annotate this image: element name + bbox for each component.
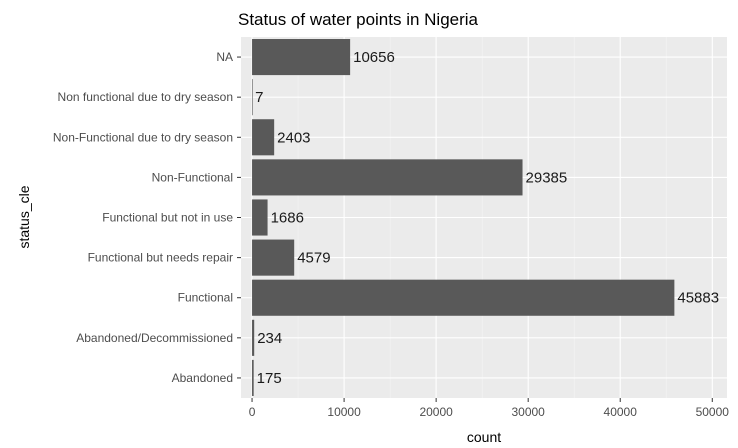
data-label: 234 (257, 330, 282, 347)
x-tick-label: 0 (249, 405, 256, 419)
bar (252, 199, 268, 236)
x-tick-label: 30000 (511, 405, 545, 419)
x-axis-title: count (467, 429, 501, 445)
x-tick-label: 40000 (604, 405, 638, 419)
y-tick-label: Non functional due to dry season (58, 90, 233, 104)
y-tick-label: NA (216, 50, 233, 64)
chart-title: Status of water points in Nigeria (238, 10, 479, 29)
bar (252, 359, 254, 396)
x-axis: 0 10000 20000 30000 40000 50000 (249, 398, 730, 419)
y-tick-label: Functional (178, 291, 233, 305)
bar (252, 239, 295, 276)
bar (252, 119, 275, 156)
bar (252, 319, 255, 356)
data-label: 29385 (526, 169, 568, 186)
bar (252, 39, 351, 76)
y-tick-label: Abandoned (172, 371, 233, 385)
data-label: 10656 (353, 49, 395, 66)
y-tick-label: Functional but not in use (102, 211, 233, 225)
x-tick-label: 10000 (327, 405, 361, 419)
data-labels-group: 10656 7 2403 29385 1686 4579 45883 234 175 (255, 49, 719, 387)
y-tick-label: Non-Functional due to dry season (53, 130, 233, 144)
data-label: 4579 (297, 250, 330, 267)
bar (252, 159, 523, 196)
y-axis: NA Non functional due to dry season Non-Fu… (53, 50, 241, 385)
x-tick-label: 20000 (419, 405, 453, 419)
y-tick-label: Abandoned/Decommissioned (76, 331, 233, 345)
bar (252, 79, 253, 116)
data-label: 1686 (271, 210, 304, 227)
data-label: 2403 (277, 129, 310, 146)
x-tick-label: 50000 (696, 405, 730, 419)
data-label: 7 (255, 89, 263, 106)
y-axis-title: status_cle (16, 185, 32, 248)
data-label: 45883 (677, 290, 719, 307)
y-tick-label: Non-Functional (152, 170, 233, 184)
y-tick-label: Functional but needs repair (88, 251, 233, 265)
bars-group (252, 39, 675, 396)
bar (252, 279, 675, 316)
data-label: 175 (257, 370, 282, 387)
